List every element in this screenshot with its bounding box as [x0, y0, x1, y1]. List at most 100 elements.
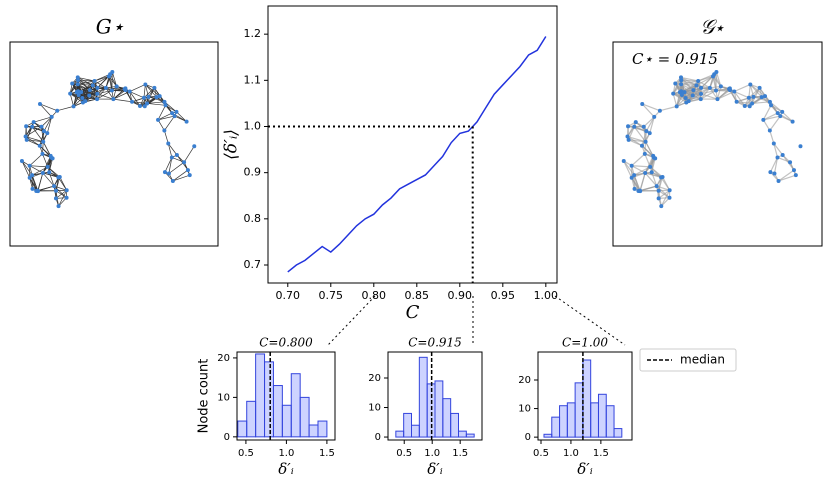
edge — [85, 87, 98, 102]
histogram-title: C=0.800 — [259, 336, 313, 350]
edge — [26, 139, 44, 143]
edge — [157, 105, 166, 121]
node — [647, 131, 652, 136]
y-tick-label: 20 — [217, 353, 230, 364]
edge — [26, 139, 40, 147]
node — [192, 144, 197, 149]
edge — [753, 96, 771, 103]
edge — [58, 177, 68, 191]
node — [187, 173, 192, 178]
node — [90, 83, 95, 88]
node — [734, 99, 739, 104]
edge — [129, 91, 145, 99]
node — [780, 153, 785, 158]
edge — [48, 158, 53, 173]
node — [127, 89, 132, 94]
edge — [96, 90, 113, 100]
y-tick-label: 0 — [525, 432, 531, 443]
node — [47, 170, 52, 175]
node — [56, 175, 61, 180]
node — [152, 85, 157, 90]
edge — [42, 153, 49, 168]
node — [643, 139, 648, 144]
node — [75, 75, 80, 80]
edge — [165, 105, 177, 113]
edge — [96, 87, 107, 100]
x-tick-label: 1.0 — [278, 448, 294, 459]
edge — [762, 119, 771, 131]
node — [162, 170, 167, 175]
node — [798, 144, 803, 149]
edge — [642, 103, 661, 112]
edge — [39, 131, 45, 146]
edge — [628, 126, 635, 141]
y-tick-label: 10 — [368, 403, 381, 414]
node — [790, 119, 795, 124]
node — [142, 104, 147, 109]
x-axis-label: C — [406, 302, 420, 323]
histogram-bar — [290, 373, 301, 438]
node — [87, 93, 92, 98]
panel-title: G⋆ — [96, 15, 125, 39]
node — [640, 101, 645, 106]
edge — [129, 91, 141, 107]
edge — [42, 172, 55, 187]
node — [55, 108, 60, 113]
edge — [700, 89, 717, 100]
node — [638, 189, 643, 194]
node — [109, 88, 114, 93]
edge — [734, 83, 751, 93]
edge — [643, 116, 655, 128]
histogram-bar — [465, 433, 475, 438]
edge — [131, 101, 148, 104]
node — [793, 173, 798, 178]
x-tick-label: 0.70 — [276, 289, 301, 302]
legend-label: median — [680, 353, 725, 367]
x-tick-label: 0.5 — [238, 448, 254, 459]
node — [654, 184, 659, 189]
edge — [78, 94, 98, 100]
y-axis-label: Node count — [197, 359, 212, 434]
edge — [26, 126, 33, 140]
node — [162, 99, 167, 104]
node — [629, 175, 634, 180]
node — [759, 95, 764, 100]
histogram-bar — [590, 402, 599, 438]
edge — [709, 87, 718, 100]
network — [621, 69, 803, 209]
connector — [327, 295, 376, 346]
node — [626, 124, 631, 129]
y-tick-label: 1.0 — [244, 119, 262, 132]
node — [757, 85, 762, 90]
x-axis-label: δ′ᵢ — [427, 460, 442, 478]
edge — [77, 83, 91, 91]
node — [649, 170, 654, 175]
axes-frame — [236, 351, 336, 441]
node — [732, 89, 737, 94]
x-tick-label: 1.0 — [424, 448, 440, 459]
edge — [658, 189, 671, 199]
node — [56, 204, 61, 209]
node — [54, 188, 59, 193]
node — [80, 95, 85, 100]
node — [45, 164, 50, 169]
node — [92, 78, 97, 83]
edge — [680, 80, 699, 85]
edge — [148, 96, 165, 103]
edge — [29, 165, 43, 174]
y-tick-label: 10 — [217, 392, 230, 403]
edge — [29, 165, 48, 168]
edge — [676, 94, 683, 107]
edge — [41, 126, 44, 142]
node — [79, 90, 84, 95]
edge — [700, 87, 711, 100]
edge — [700, 89, 717, 95]
node — [632, 124, 637, 129]
node — [632, 173, 637, 178]
histogram-bar — [317, 420, 328, 438]
node — [778, 114, 783, 119]
node — [747, 104, 752, 109]
edge — [649, 166, 662, 178]
edge — [164, 157, 173, 173]
edge — [680, 83, 694, 91]
